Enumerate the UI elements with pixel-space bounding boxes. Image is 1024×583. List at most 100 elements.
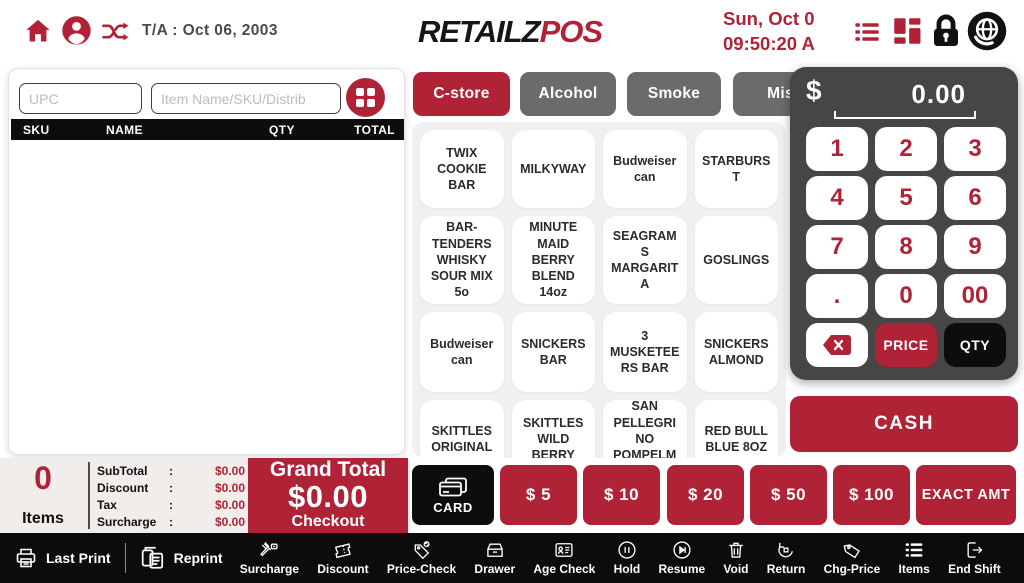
quick-cash-10-button[interactable]: $ 10 [583, 465, 660, 525]
bottom-toolbar: Last Print Reprint Surcharge [0, 533, 1024, 583]
price-button[interactable]: PRICE [875, 323, 937, 367]
reprint-label: Reprint [173, 550, 223, 566]
product-tile[interactable]: STARBURST [694, 130, 778, 208]
price-check-button[interactable]: Price-Check [387, 540, 456, 576]
grand-total-value: $0.00 [287, 479, 369, 514]
logo-pos: POS [539, 14, 603, 49]
amount-underline [834, 111, 976, 119]
play-circle-icon [673, 541, 691, 559]
backspace-icon [823, 335, 851, 355]
subtotal-value: $0.00 [214, 463, 245, 478]
summary-strip: 0 Items SubTotal: $0.00 Discount: $0.00 Ta… [0, 458, 410, 533]
tab-c-store[interactable]: C-store [413, 72, 510, 116]
quick-cash-20-button[interactable]: $ 20 [667, 465, 744, 525]
product-tile[interactable]: 3 MUSKETEERS BAR [603, 312, 687, 392]
change-price-button[interactable]: Chg-Price [824, 540, 880, 576]
exact-amount-button[interactable]: EXACT AMT [916, 465, 1016, 525]
summary-row-subtotal: SubTotal: $0.00 [97, 463, 245, 478]
key-4[interactable]: 4 [806, 176, 868, 220]
items-list-icon [905, 543, 923, 557]
product-tile[interactable]: Budweiser can [603, 130, 687, 208]
summary-lines: SubTotal: $0.00 Discount: $0.00 Tax: $0.00 … [97, 462, 245, 530]
product-tile[interactable]: MINUTE MAID BERRY BLEND 14oz [511, 216, 595, 304]
quick-cash-100-button[interactable]: $ 100 [833, 465, 910, 525]
surcharge-gavel-icon [260, 542, 278, 557]
product-tile[interactable]: SKITTLES WILD BERRY [511, 400, 595, 458]
shuffle-icon[interactable] [101, 19, 131, 44]
backspace-button[interactable] [806, 323, 868, 367]
key-6[interactable]: 6 [944, 176, 1006, 220]
quick-cash-50-button[interactable]: $ 50 [750, 465, 827, 525]
tab-smoke[interactable]: Smoke [627, 72, 721, 116]
summary-row-tax: Tax: $0.00 [97, 497, 245, 512]
reprint-button[interactable]: Reprint [140, 545, 223, 571]
home-icon[interactable] [24, 17, 52, 45]
cash-button[interactable]: CASH [790, 396, 1018, 452]
key-0[interactable]: 0 [875, 274, 937, 318]
lock-icon[interactable] [928, 12, 964, 50]
checkout-button[interactable]: Grand Total $0.00 Checkout [248, 458, 408, 533]
hold-button[interactable]: Hold [614, 540, 640, 576]
user-icon[interactable] [61, 15, 92, 46]
return-button[interactable]: Return [767, 540, 805, 576]
product-tile[interactable]: SNICKERS BAR [511, 312, 595, 392]
key-5[interactable]: 5 [875, 176, 937, 220]
cart-panel: SKU NAME QTY TOTAL [8, 68, 405, 455]
discount-button[interactable]: Discount [317, 540, 369, 576]
key-decimal[interactable]: . [806, 274, 868, 318]
key-7[interactable]: 7 [806, 225, 868, 269]
column-header-sku: SKU [23, 123, 50, 137]
upc-input[interactable] [19, 83, 142, 114]
drawer-button[interactable]: Drawer [474, 540, 515, 576]
top-bar: T/A : Oct 06, 2003 RETAILZPOS Sun, Oct 0… [0, 0, 1024, 62]
grid-icon [356, 88, 375, 107]
key-2[interactable]: 2 [875, 127, 937, 171]
product-tile[interactable]: BAR-TENDERS WHISKY SOUR MIX 5o [420, 216, 504, 304]
quick-cash-5-button[interactable]: $ 5 [500, 465, 577, 525]
key-9[interactable]: 9 [944, 225, 1006, 269]
numpad-panel: $ 0.00 1 2 3 4 5 6 7 8 9 . 0 00 PRICE QT… [790, 67, 1018, 380]
checkout-label: Checkout [291, 513, 365, 530]
product-tile[interactable]: SEAGRAMS MARGARITA [603, 216, 687, 304]
support-globe-icon[interactable] [966, 10, 1008, 52]
item-search-input[interactable] [151, 83, 341, 114]
card-button[interactable]: CARD [412, 465, 494, 525]
app-logo: RETAILZPOS [418, 14, 603, 50]
surcharge-button[interactable]: Surcharge [240, 540, 299, 576]
items-button[interactable]: Items [899, 540, 930, 576]
product-tile[interactable]: MILKYWAY [511, 130, 595, 208]
amount-display: 0.00 [911, 79, 966, 109]
logout-icon [967, 542, 983, 558]
product-tile[interactable]: SNICKERS ALMOND [694, 312, 778, 392]
summary-divider [88, 462, 90, 529]
qty-button[interactable]: QTY [944, 323, 1006, 367]
grid-view-button[interactable] [346, 78, 385, 117]
product-tile[interactable]: RED BULL BLUE 8OZ [694, 400, 778, 458]
summary-row-surcharge: Surcharge: $0.00 [97, 514, 245, 529]
key-8[interactable]: 8 [875, 225, 937, 269]
id-card-icon [555, 543, 573, 557]
resume-button[interactable]: Resume [658, 540, 705, 576]
product-tile[interactable]: SAN PELLEGRINO POMPELMO [603, 400, 687, 458]
card-label: CARD [433, 499, 473, 515]
void-button[interactable]: Void [723, 540, 748, 576]
product-tile[interactable]: Budweiser can [420, 312, 504, 392]
items-count: 0 [34, 460, 52, 496]
tab-alcohol[interactable]: Alcohol [520, 72, 616, 116]
key-1[interactable]: 1 [806, 127, 868, 171]
numpad-keys: 1 2 3 4 5 6 7 8 9 . 0 00 PRICE QTY [806, 127, 1006, 367]
last-print-button[interactable]: Last Print [14, 546, 111, 570]
key-00[interactable]: 00 [944, 274, 1006, 318]
dashboard-grid-icon[interactable] [890, 14, 924, 48]
age-check-button[interactable]: Age Check [533, 540, 595, 576]
end-shift-button[interactable]: End Shift [948, 540, 1001, 576]
reprint-icon [141, 546, 163, 569]
key-3[interactable]: 3 [944, 127, 1006, 171]
product-tile[interactable]: TWIX COOKIE BAR [420, 130, 504, 208]
product-tile[interactable]: GOSLINGS [694, 216, 778, 304]
discount-value: $0.00 [214, 480, 245, 495]
product-tile[interactable]: SKITTLES ORIGINAL [420, 400, 504, 458]
transaction-list-icon[interactable] [852, 18, 882, 46]
discount-label: Discount [97, 480, 149, 495]
